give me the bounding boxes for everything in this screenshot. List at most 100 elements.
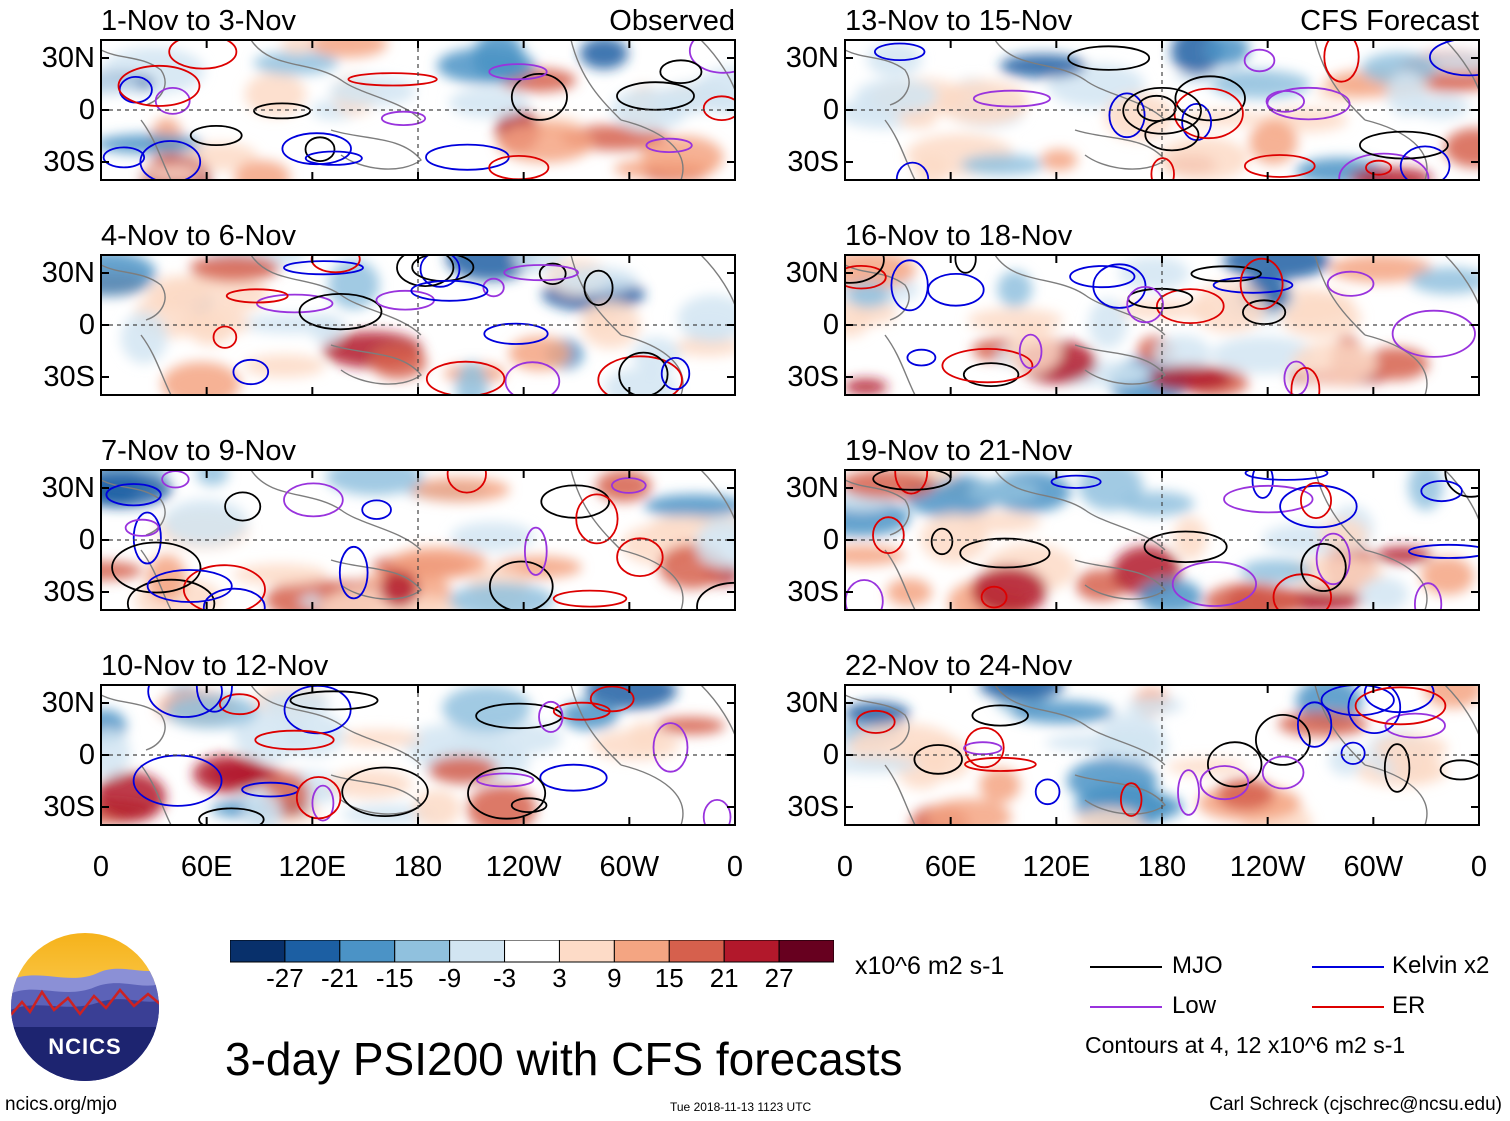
filter-contour (1296, 701, 1333, 748)
filter-contour (597, 355, 683, 395)
psi-anomaly-blob (1104, 93, 1175, 141)
colorbar-segment (504, 940, 560, 963)
coastline (1074, 344, 1166, 385)
colorbar-tick-label: -15 (375, 963, 414, 993)
psi-anomaly-blob (1007, 328, 1061, 374)
filter-contour (1439, 759, 1479, 781)
psi-anomaly-blob (147, 275, 210, 312)
psi-anomaly-blob (1328, 745, 1364, 776)
lon-tick-label: 0 (92, 851, 110, 883)
coastline (330, 344, 422, 385)
coastline (140, 334, 172, 395)
filter-contour (1069, 265, 1136, 289)
lat-tick-label: 0 (78, 524, 95, 556)
map-panel (844, 684, 1480, 826)
legend-line (1090, 966, 1162, 968)
map-panel (844, 469, 1480, 611)
filter-contour (1399, 145, 1451, 180)
lat-tick-label: 30S (43, 361, 95, 393)
filter-contour (1315, 532, 1351, 586)
coastline (700, 470, 735, 521)
filter-contour (890, 259, 929, 312)
colorbar-segment (613, 940, 670, 963)
psi-anomaly-blob (1125, 697, 1184, 715)
colorbar-tick-label: 9 (607, 963, 622, 993)
psi-anomaly-blob (1120, 491, 1195, 516)
lat-tick-label: 30S (43, 791, 95, 823)
filter-contour (874, 42, 926, 62)
filter-contour (1243, 48, 1276, 73)
filter-contour (483, 322, 549, 345)
coastline (250, 685, 422, 766)
psi-anomaly-blob (1040, 149, 1078, 171)
source-url[interactable]: ncics.org/mjo (5, 1094, 117, 1115)
coastline (620, 764, 684, 825)
lat-tick-label: 0 (822, 524, 839, 556)
psi-anomaly-blob (413, 789, 461, 825)
filter-contour (1067, 45, 1151, 71)
filter-contour (962, 362, 1020, 387)
psi-anomaly-blob (1138, 578, 1203, 610)
legend-label: ER (1392, 992, 1426, 1019)
filter-contour (225, 288, 289, 304)
lat-tick-label: 30S (43, 146, 95, 178)
psi-anomaly-blob (189, 255, 280, 283)
panel-title: 16-Nov to 18-Nov (845, 220, 1073, 252)
filter-contour (467, 767, 547, 820)
filter-contour (232, 358, 270, 386)
filter-contour (1244, 470, 1329, 481)
filter-contour (289, 690, 379, 711)
coastline (620, 549, 684, 610)
filter-contour (1171, 561, 1257, 607)
psi-anomaly-blob (1249, 119, 1298, 165)
colorbar (230, 940, 834, 963)
psi-anomaly-blob (1374, 546, 1433, 564)
coastline (330, 559, 422, 600)
psi-anomaly-blob (845, 470, 936, 500)
filter-contour (872, 516, 905, 555)
legend-label: Low (1172, 992, 1217, 1019)
psi-anomaly-blob (1420, 556, 1474, 595)
filter-contour (182, 564, 266, 610)
filter-contour (845, 265, 887, 290)
coastline (1074, 559, 1166, 600)
filter-contour (845, 255, 885, 284)
psi-anomaly-blob (847, 282, 890, 308)
filter-contour (1190, 265, 1262, 283)
filter-contour (1384, 712, 1446, 739)
psi-anomaly-blob (1075, 807, 1143, 825)
legend-line (1312, 1006, 1384, 1008)
psi-anomaly-blob (1410, 267, 1479, 294)
legend-label: MJO (1172, 952, 1223, 979)
filter-contour (1365, 159, 1393, 176)
filter-contour (1261, 755, 1305, 790)
filter-contour (380, 110, 427, 127)
filter-contour (538, 262, 567, 285)
psi-anomaly-blob (120, 311, 168, 364)
filter-contour (117, 64, 201, 107)
psi-anomaly-blob (845, 378, 888, 395)
coastline (700, 255, 735, 306)
psi-anomaly-blob (455, 361, 489, 395)
psi-anomaly-blob (284, 712, 345, 757)
map-panel (844, 254, 1480, 396)
panel-title: 10-Nov to 12-Nov (101, 650, 329, 682)
psi-anomaly-blob (101, 255, 157, 297)
psi-anomaly-blob (1173, 516, 1208, 561)
psi-anomaly-blob (189, 316, 233, 346)
panel-title: 4-Nov to 6-Nov (101, 220, 297, 252)
contour-note: Contours at 4, 12 x10^6 m2 s-1 (1085, 1032, 1406, 1058)
coastline (845, 49, 910, 106)
coastline (1314, 685, 1366, 766)
filter-contour (589, 685, 635, 713)
lon-tick-label: 60E (180, 851, 233, 883)
psi-anomaly-blob (967, 308, 1063, 333)
psi-anomaly-blob (997, 270, 1033, 308)
lon-tick-label: 60W (1343, 851, 1404, 883)
colorbar-tick-label: -27 (266, 963, 304, 993)
filter-contour (132, 511, 162, 565)
psi-anomaly-blob (370, 345, 427, 380)
filter-contour (1408, 543, 1479, 559)
filter-contour (959, 537, 1051, 569)
filter-contour (1223, 484, 1314, 514)
